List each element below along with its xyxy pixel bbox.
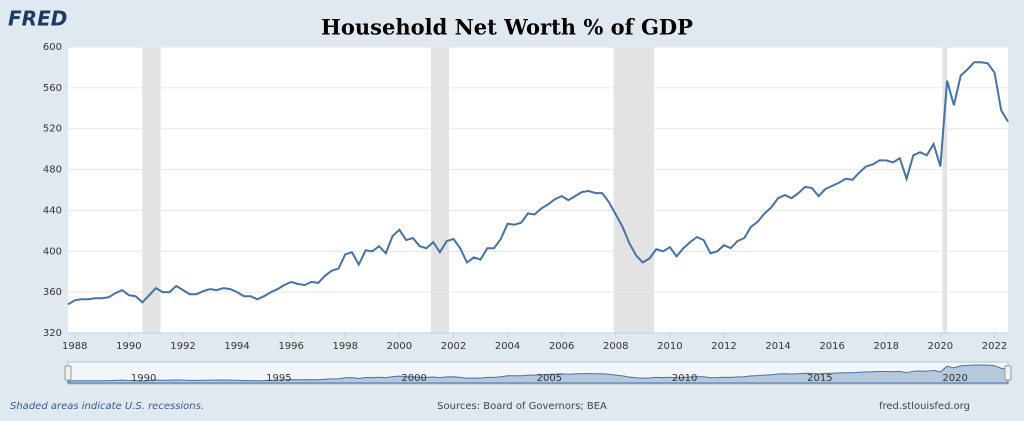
x-tick-label: 1988 bbox=[62, 341, 87, 352]
navigator-label: 2010 bbox=[672, 373, 697, 384]
y-tick-label: 320 bbox=[43, 328, 62, 339]
recession-band bbox=[942, 47, 948, 333]
x-tick-label: 2018 bbox=[874, 341, 899, 352]
x-tick-label: 1998 bbox=[333, 341, 358, 352]
navigator-label: 2020 bbox=[942, 373, 967, 384]
x-tick-label: 1996 bbox=[278, 341, 303, 352]
y-tick-label: 440 bbox=[43, 205, 62, 216]
plot-area bbox=[68, 47, 1008, 333]
navigator-handle[interactable] bbox=[1004, 365, 1012, 381]
recession-band bbox=[142, 47, 161, 333]
navigator-handle[interactable] bbox=[64, 365, 72, 381]
chart-title: Household Net Worth % of GDP bbox=[321, 15, 693, 40]
x-tick-label: 1990 bbox=[116, 341, 141, 352]
x-tick-label: 2008 bbox=[603, 341, 628, 352]
navigator-area bbox=[67, 364, 1009, 384]
y-tick-label: 400 bbox=[43, 246, 62, 257]
y-tick-label: 360 bbox=[43, 287, 62, 298]
navigator-label: 1990 bbox=[131, 373, 156, 384]
line bbox=[67, 61, 1009, 306]
recession-band bbox=[613, 47, 655, 333]
x-tick-label: 2020 bbox=[928, 341, 953, 352]
x-tick-label: 2004 bbox=[495, 341, 520, 352]
x-tick-label: 2016 bbox=[819, 341, 844, 352]
y-tick-label: 600 bbox=[43, 42, 62, 53]
x-tick-label: 2000 bbox=[387, 341, 412, 352]
navigator-label: 1995 bbox=[266, 373, 291, 384]
x-tick-label: 2010 bbox=[657, 341, 682, 352]
navigator-label: 2015 bbox=[807, 373, 832, 384]
navigator-label: 2005 bbox=[537, 373, 562, 384]
y-tick-label: 520 bbox=[43, 124, 62, 135]
footnote: Shaded areas indicate U.S. recessions. bbox=[10, 401, 204, 412]
x-tick-label: 2014 bbox=[765, 341, 790, 352]
x-tick-label: 2006 bbox=[549, 341, 574, 352]
url[interactable]: fred.stlouisfed.org bbox=[879, 401, 970, 412]
x-tick-label: 1994 bbox=[224, 341, 249, 352]
logo: FRED bbox=[8, 7, 67, 31]
recession-band bbox=[431, 47, 449, 333]
navigator-label: 2000 bbox=[401, 373, 426, 384]
y-tick-label: 560 bbox=[43, 83, 62, 94]
x-tick-label: 2012 bbox=[711, 341, 736, 352]
x-tick-label: 1992 bbox=[170, 341, 195, 352]
y-tick-label: 480 bbox=[43, 165, 62, 176]
source: Sources: Board of Governors; BEA bbox=[437, 401, 607, 412]
x-tick-label: 2022 bbox=[982, 341, 1007, 352]
x-tick-label: 2002 bbox=[441, 341, 466, 352]
